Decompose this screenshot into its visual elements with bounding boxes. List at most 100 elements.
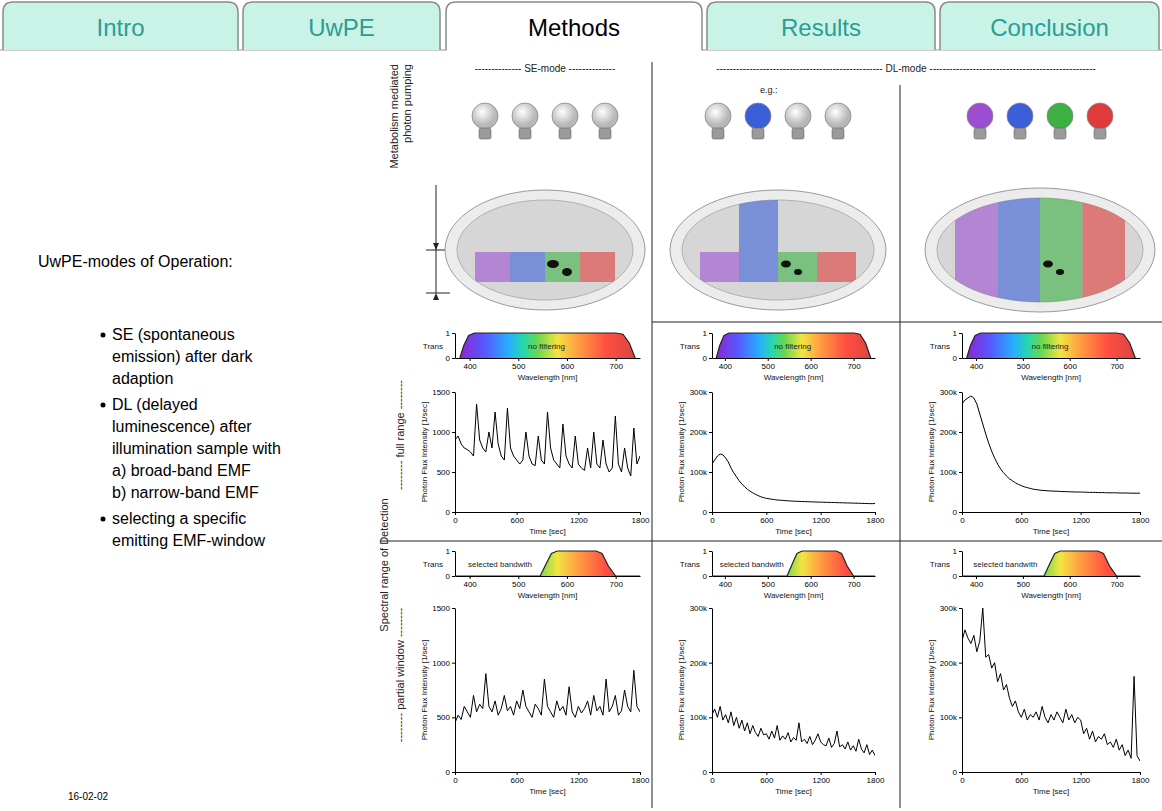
y-axis-title: Trans	[680, 560, 700, 569]
axis-line	[713, 358, 876, 359]
tick-label: 500	[762, 362, 776, 371]
tab[interactable]: Conclusion	[940, 2, 1159, 50]
plot-area	[455, 404, 640, 476]
tick-mark	[709, 608, 712, 609]
tick-mark	[959, 472, 962, 473]
tick-mark	[959, 392, 962, 393]
tab-label[interactable]: Intro	[96, 14, 144, 41]
tick: 300k	[690, 388, 712, 397]
tick-mark	[578, 772, 579, 775]
pumping-label: Metabolism mediatedphoton pumping	[388, 64, 413, 169]
tick-label: 300k	[940, 388, 958, 397]
tab-shape[interactable]	[446, 2, 702, 50]
divider	[380, 541, 1162, 542]
tick-mark	[959, 512, 962, 513]
tab-shape[interactable]	[3, 2, 238, 50]
tick-mark	[452, 663, 455, 664]
tick: 700	[609, 576, 623, 589]
tick-mark	[1021, 512, 1022, 515]
intro-heading: UwPE-modes of Operation:	[38, 253, 233, 270]
column-head: -------------- SE-mode --------------	[475, 63, 615, 74]
intro-subitem: b) narrow-band EMF	[112, 484, 259, 501]
tick-mark	[567, 358, 568, 361]
tick-mark	[811, 576, 812, 579]
tick: 0	[446, 768, 455, 777]
tick-label: 1200	[1072, 516, 1090, 525]
time-chart: 060012001800050010001500Time [sec]Photon…	[420, 388, 650, 536]
tick-mark	[959, 333, 962, 334]
tab-shape[interactable]	[707, 2, 935, 50]
tick: 1	[446, 329, 455, 338]
tick-mark	[725, 576, 726, 579]
intro: UwPE-modes of Operation:SE (spontaneouse…	[38, 253, 281, 549]
intro-item: selecting a specificemitting EMF-window	[112, 510, 265, 549]
tick-mark	[875, 512, 876, 515]
tick: 300k	[940, 604, 962, 613]
tick: 200k	[690, 659, 712, 668]
tick: 600	[1064, 576, 1078, 589]
y-axis: 0100k200k300k	[690, 604, 713, 777]
tick: 0	[960, 772, 965, 785]
flux-line	[962, 396, 1140, 493]
y-axis-title: Photon Flux Intensity [1/sec]	[927, 640, 936, 741]
tick-mark	[709, 772, 712, 773]
y-axis-title: Photon Flux Intensity [1/sec]	[677, 402, 686, 503]
tick-label: 600	[1015, 516, 1029, 525]
axis-line	[455, 393, 456, 513]
tick-mark	[616, 576, 617, 579]
time-chart: 0600120018000100k200k300kTime [sec]Photo…	[927, 388, 1150, 536]
tab[interactable]: Intro	[3, 2, 238, 50]
tick-label: 400	[719, 362, 733, 371]
tick-mark	[452, 512, 455, 513]
tab[interactable]: UwPE	[243, 2, 440, 50]
tab-label[interactable]: UwPE	[308, 14, 375, 41]
bulb	[592, 103, 618, 139]
cell-regions	[700, 190, 856, 282]
tab-shape[interactable]	[243, 2, 440, 50]
text-line: photon pumping	[401, 64, 413, 143]
tick-mark	[452, 432, 455, 433]
tab-label[interactable]: Methods	[528, 14, 620, 41]
bulb-base	[974, 128, 986, 139]
pump-arrow	[426, 293, 450, 294]
cell-region	[817, 252, 856, 282]
plot-area	[962, 396, 1140, 493]
tab-shape[interactable]	[940, 2, 1159, 50]
text-line: SE (spontaneous	[112, 326, 235, 343]
tick-label: 1000	[432, 428, 450, 437]
tab[interactable]: Methods	[446, 2, 702, 50]
tick-label: 1800	[1132, 776, 1150, 785]
x-axis-title: Time [sec]	[1033, 527, 1070, 536]
annotation: selected bandwith	[468, 560, 532, 569]
tick-mark	[517, 772, 518, 775]
tick-mark	[768, 358, 769, 361]
tick-label: 600	[561, 580, 575, 589]
bulb	[552, 103, 578, 139]
tick: 0	[446, 354, 455, 363]
cell	[925, 188, 1155, 312]
filter-chart: 40050060070001Wavelength [nm]Transno fil…	[423, 329, 641, 382]
tab[interactable]: Results	[707, 2, 935, 50]
tick: 500	[762, 358, 776, 371]
bulb-base	[752, 128, 764, 139]
tick: 1000	[432, 428, 455, 437]
tick-label: 1200	[812, 516, 830, 525]
bulb-glass	[1087, 103, 1113, 129]
cell-inner	[457, 200, 633, 300]
bulb-glass	[592, 103, 618, 129]
tick: 200k	[940, 428, 962, 437]
tick: 600	[804, 576, 818, 589]
y-axis: 01	[953, 329, 963, 363]
y-axis: 0100k200k300k	[940, 388, 963, 517]
x-axis-title: Wavelength [nm]	[518, 373, 578, 382]
tab-label[interactable]: Conclusion	[990, 14, 1109, 41]
tick: 1800	[632, 512, 650, 525]
tick-label: 600	[1064, 580, 1078, 589]
tick: 400	[970, 576, 984, 589]
tick-mark	[1023, 576, 1024, 579]
tab-label[interactable]: Results	[781, 14, 861, 41]
tick-label: 1200	[570, 516, 588, 525]
tick-label: 700	[847, 362, 861, 371]
plot-area	[962, 551, 1140, 576]
y-axis-title: Trans	[680, 342, 700, 351]
